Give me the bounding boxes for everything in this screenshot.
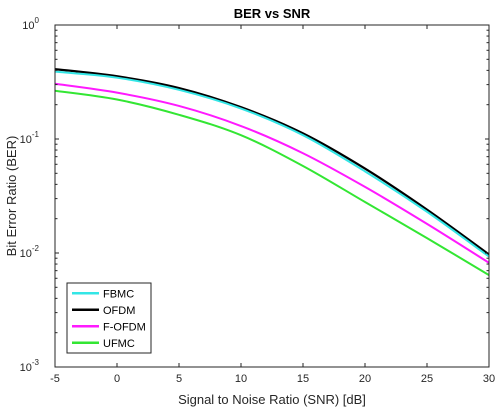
y-tick-exponent: 0: [35, 16, 40, 25]
x-tick-label: 25: [421, 373, 433, 385]
legend-label-ufmc: UFMC: [103, 338, 135, 350]
x-tick-label: 5: [176, 373, 182, 385]
axes-box: [54, 24, 490, 368]
legend-label-ofdm: OFDM: [103, 305, 135, 317]
x-tick-label: 15: [297, 373, 309, 385]
legend-box: [66, 282, 152, 354]
x-tick-label: -5: [50, 373, 60, 385]
y-axis-label: Bit Error Ratio (BER): [4, 136, 19, 257]
series-line-fbmc: [54, 70, 490, 258]
legend-label-f-ofdm: F-OFDM: [103, 321, 146, 333]
chart-title: BER vs SNR: [234, 6, 311, 21]
x-tick-label: 20: [359, 373, 371, 385]
series-line-ufmc: [54, 89, 490, 276]
series-line-f-ofdm: [54, 82, 490, 264]
legend: FBMC OFDM F-OFDM UFMC: [66, 282, 152, 354]
x-tick-label: 30: [483, 373, 495, 385]
x-tick-label: 10: [235, 373, 247, 385]
legend-label-fbmc: FBMC: [103, 288, 134, 300]
x-axis-label: Signal to Noise Ratio (SNR) [dB]: [178, 392, 366, 407]
y-tick-exponent: -3: [32, 358, 40, 367]
series-line-ofdm: [54, 68, 490, 256]
y-tick-exponent: -1: [32, 130, 40, 139]
y-tick-exponent: -2: [32, 244, 40, 253]
x-axis: -5 0 5 10 15 20 25 30: [50, 25, 495, 385]
plot-area: [54, 68, 490, 276]
x-tick-label: 0: [114, 373, 120, 385]
